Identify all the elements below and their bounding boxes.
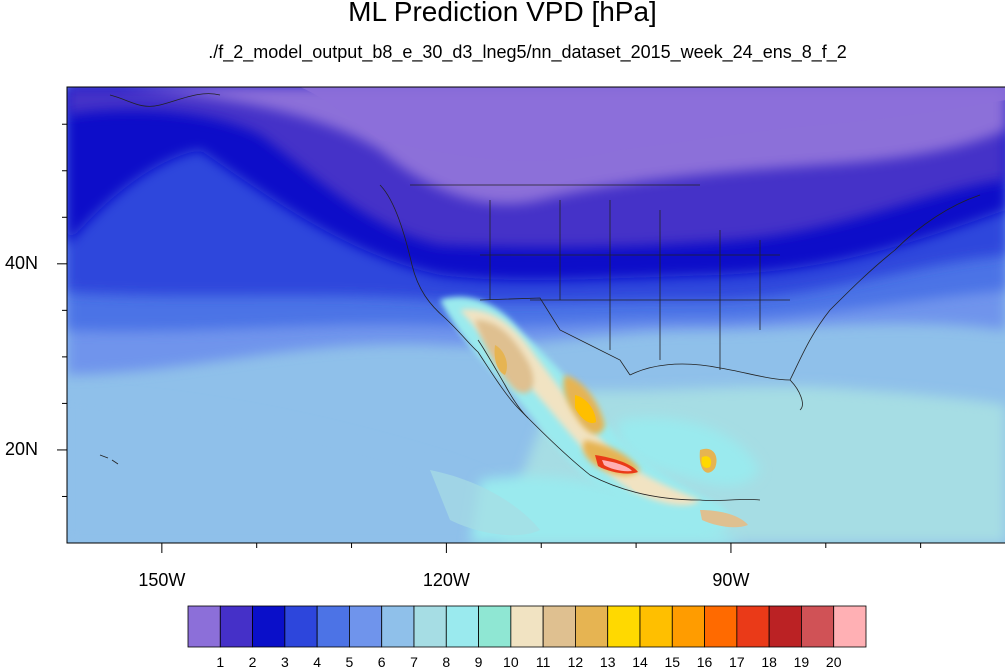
colorbar-label: 11 (535, 654, 551, 670)
colorbar-label: 19 (793, 654, 810, 670)
colorbar-swatch (801, 605, 835, 648)
colorbar-swatch (381, 605, 415, 648)
map-ticks (57, 123, 922, 553)
colorbar-swatch (575, 605, 609, 648)
colorbar-label: 10 (503, 654, 519, 670)
lat-label: 40N (4, 252, 38, 273)
colorbar-label: 9 (474, 654, 483, 670)
figure-title: ML Prediction VPD [hPa] (348, 0, 657, 27)
colorbar-label: 6 (377, 654, 386, 670)
colorbar-swatch (445, 605, 479, 648)
colorbar-swatch (187, 605, 221, 648)
colorbar-label: 15 (664, 654, 681, 670)
colorbar-label: 5 (345, 654, 354, 670)
lon-label: 90W (712, 570, 750, 590)
colorbar-label: 14 (632, 654, 648, 670)
colorbar-label: 16 (696, 654, 713, 670)
colorbar-swatch (413, 605, 447, 648)
colorbar-label: 7 (410, 654, 418, 670)
colorbar-swatch (510, 605, 544, 648)
colorbar-label: 4 (313, 654, 322, 670)
colorbar-swatch (639, 605, 673, 648)
colorbar (187, 605, 867, 648)
colorbar-swatch (284, 605, 318, 648)
colorbar-label: 20 (825, 654, 842, 670)
lat-label: 20N (4, 438, 38, 459)
colorbar-label: 13 (599, 654, 616, 670)
colorbar-label: 17 (729, 654, 745, 670)
colorbar-swatch (349, 605, 383, 648)
colorbar-swatch (704, 605, 738, 648)
colorbar-swatch (768, 605, 802, 648)
colorbar-label: 1 (216, 654, 225, 670)
colorbar-swatch (219, 605, 253, 648)
coastlines (99, 93, 981, 501)
vpd-field (67, 87, 1005, 543)
colorbar-label: 2 (248, 654, 257, 670)
colorbar-label: 3 (280, 654, 289, 670)
colorbar-swatch (833, 605, 867, 648)
colorbar-swatch (671, 605, 705, 648)
colorbar-label: 18 (761, 654, 777, 670)
map-frame (66, 86, 1005, 544)
colorbar-swatch (607, 605, 641, 648)
colorbar-label: 12 (567, 654, 584, 670)
figure-subtitle: ./f_2_model_output_b8_e_30_d3_lneg5/nn_d… (208, 42, 847, 62)
colorbar-swatch (316, 605, 350, 648)
colorbar-swatch (252, 605, 286, 648)
lon-label: 120W (422, 570, 470, 590)
colorbar-swatch (478, 605, 512, 648)
colorbar-swatch (736, 605, 770, 648)
lon-label: 150W (138, 570, 186, 590)
colorbar-swatch (542, 605, 576, 648)
colorbar-label: 8 (442, 654, 451, 670)
